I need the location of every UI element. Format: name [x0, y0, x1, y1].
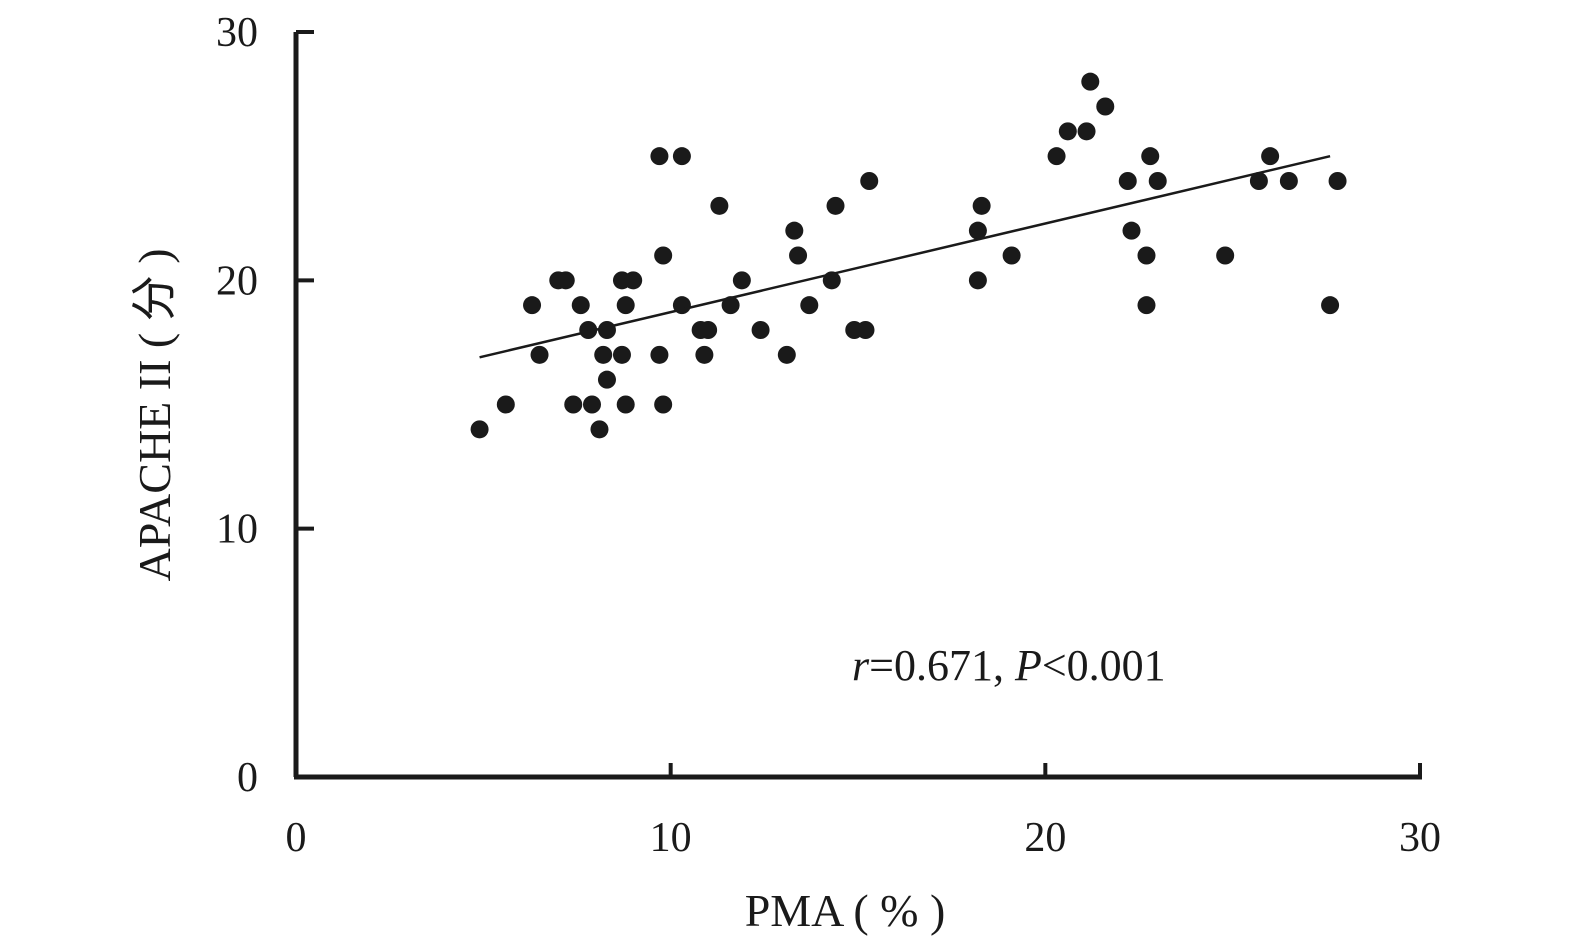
data-point — [751, 321, 770, 339]
data-point — [616, 395, 635, 414]
data-point — [785, 221, 804, 240]
axis-ticks: 0 10 20 30 0 10 20 30 — [216, 10, 1441, 861]
data-point — [1328, 172, 1347, 190]
data-point — [650, 345, 669, 364]
data-point — [597, 370, 616, 389]
data-point — [616, 296, 635, 315]
data-point — [579, 321, 598, 339]
data-point — [1077, 122, 1096, 141]
data-point — [1261, 147, 1280, 166]
x-tick-label: 20 — [1024, 815, 1066, 861]
data-point — [826, 196, 845, 215]
data-point — [564, 395, 583, 414]
y-tick-label: 30 — [216, 10, 258, 56]
data-point — [1137, 296, 1156, 315]
y-tick-label: 0 — [237, 755, 258, 801]
scatter-points — [470, 72, 1347, 439]
data-point — [470, 420, 489, 439]
data-point — [721, 296, 740, 315]
x-tick-label: 30 — [1399, 815, 1441, 861]
data-point — [1118, 172, 1137, 190]
data-point — [597, 321, 616, 339]
data-point — [571, 296, 590, 315]
data-point — [496, 395, 515, 414]
data-point — [1141, 147, 1160, 166]
data-point — [856, 321, 875, 339]
data-point — [523, 296, 542, 315]
data-point — [732, 271, 751, 290]
data-point — [1122, 221, 1141, 240]
data-point — [800, 296, 819, 315]
data-point — [556, 271, 575, 290]
data-point — [1249, 172, 1268, 190]
annotation-text: r=0.671, P<0.001 — [852, 641, 1166, 690]
data-point — [1321, 296, 1340, 315]
data-point — [968, 221, 987, 240]
data-point — [530, 345, 549, 364]
p-value: <0.001 — [1042, 641, 1166, 690]
data-point — [654, 395, 673, 414]
x-tick-label: 0 — [286, 815, 307, 861]
data-point — [972, 196, 991, 215]
data-point — [789, 246, 808, 265]
data-point — [672, 147, 691, 166]
data-point — [582, 395, 601, 414]
data-point — [1216, 246, 1235, 265]
data-point — [1047, 147, 1066, 166]
r-symbol: r — [852, 641, 870, 690]
data-point — [650, 147, 669, 166]
data-point — [1279, 172, 1298, 190]
x-axis-title: PMA ( % ) — [745, 885, 946, 936]
p-symbol: P — [1014, 641, 1042, 690]
data-point — [590, 420, 609, 439]
data-point — [860, 172, 879, 190]
data-point — [968, 271, 987, 290]
data-point — [777, 345, 796, 364]
data-point — [1081, 72, 1100, 91]
data-point — [695, 345, 714, 364]
data-point — [594, 345, 613, 364]
y-tick-label: 20 — [216, 258, 258, 304]
data-point — [1058, 122, 1077, 141]
data-point — [710, 196, 729, 215]
x-tick-label: 10 — [650, 815, 692, 861]
data-point — [612, 345, 631, 364]
trend-line — [479, 154, 1331, 359]
data-point — [654, 246, 673, 265]
data-point — [699, 321, 718, 339]
y-tick-label: 10 — [216, 507, 258, 553]
data-point — [1002, 246, 1021, 265]
r-value: =0.671, — [869, 641, 1015, 690]
data-point — [1148, 172, 1167, 190]
data-point — [1137, 246, 1156, 265]
data-point — [1096, 97, 1115, 116]
data-point — [624, 271, 643, 290]
y-axis-title: APACHE II ( 分 ) — [129, 248, 180, 581]
